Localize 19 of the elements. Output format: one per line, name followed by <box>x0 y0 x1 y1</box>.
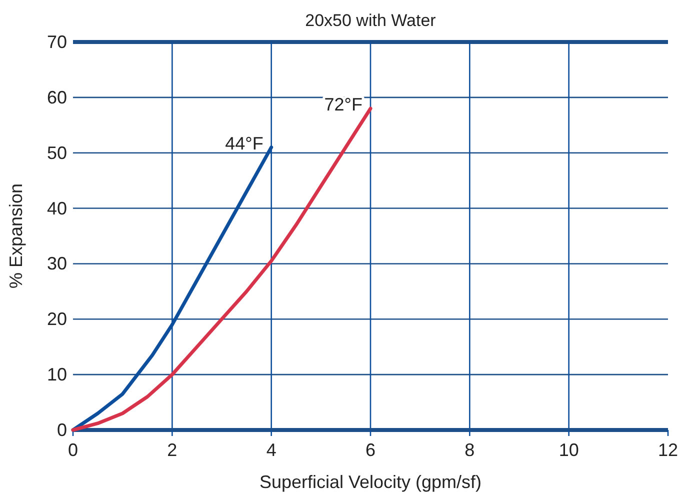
y-axis-title: % Expansion <box>6 183 26 289</box>
series-label: 44°F <box>225 133 264 154</box>
y-tick-label: 30 <box>46 254 67 274</box>
x-tick-label: 4 <box>266 440 276 460</box>
x-axis-title: Superficial Velocity (gpm/sf) <box>259 472 482 492</box>
y-tick-label: 0 <box>56 420 67 440</box>
y-tick-label: 20 <box>46 309 67 330</box>
y-tick-label: 40 <box>46 198 67 218</box>
x-tick-label: 12 <box>658 440 678 460</box>
x-tick-label: 8 <box>464 440 475 460</box>
series-label: 72°F <box>324 94 362 115</box>
x-tick-label: 10 <box>558 440 579 460</box>
y-tick-label: 70 <box>46 32 67 52</box>
x-tick-label: 2 <box>167 440 178 460</box>
y-tick-label: 10 <box>46 364 67 385</box>
y-tick-label: 50 <box>46 142 67 163</box>
y-tick-label: 60 <box>46 87 67 108</box>
chart-title: 20x50 with Water <box>305 11 436 30</box>
x-tick-label: 6 <box>365 440 376 460</box>
